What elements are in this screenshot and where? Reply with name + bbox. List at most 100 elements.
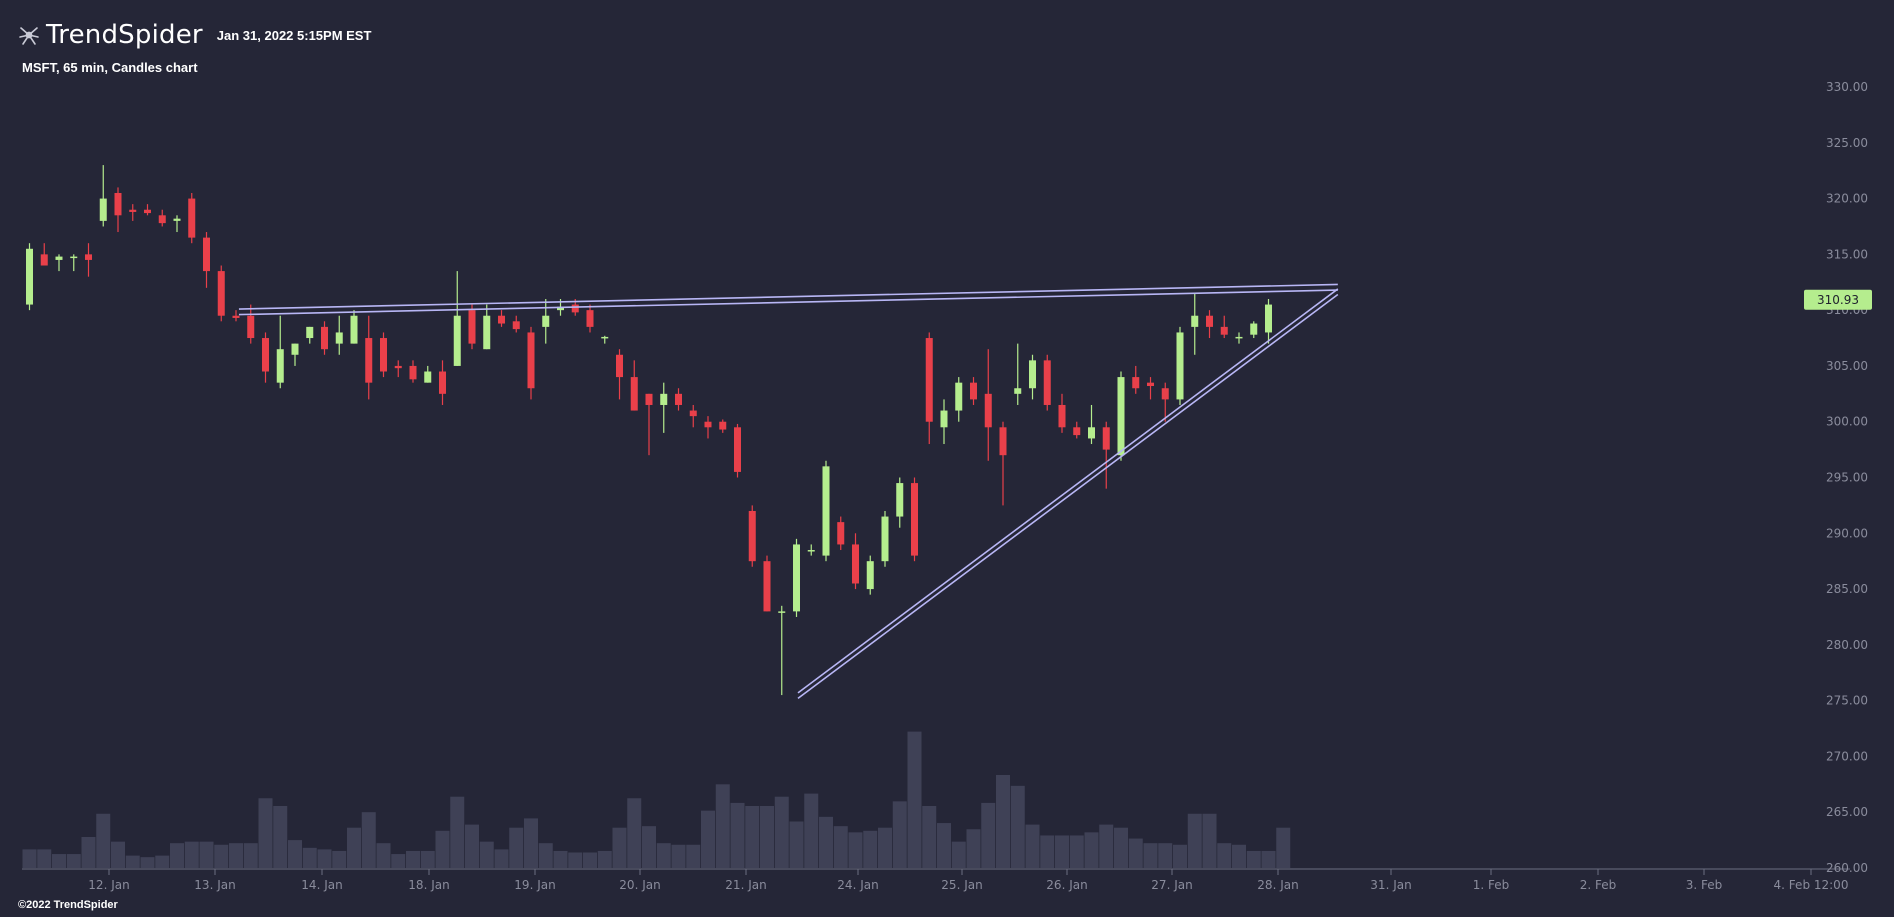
resistance-trendline[interactable] bbox=[238, 283, 1338, 316]
candle-body bbox=[822, 466, 830, 556]
y-tick-label: 325.00 bbox=[1826, 136, 1868, 150]
candle-body bbox=[586, 310, 594, 327]
volume-bar bbox=[509, 827, 524, 868]
volume-bar bbox=[258, 798, 273, 868]
support-trendline[interactable] bbox=[797, 288, 1339, 700]
candle-body bbox=[1161, 388, 1169, 400]
x-tick-label: 14. Jan bbox=[301, 878, 342, 892]
candle-body bbox=[704, 421, 712, 428]
volume-bar bbox=[214, 844, 229, 868]
candle-body bbox=[1088, 427, 1095, 439]
candle bbox=[232, 310, 240, 322]
candle-body bbox=[852, 544, 859, 584]
candle-body bbox=[380, 338, 387, 372]
volume-bar bbox=[1158, 843, 1173, 868]
candle bbox=[837, 516, 845, 551]
candle bbox=[512, 315, 520, 333]
volume-bar bbox=[199, 841, 214, 868]
candle bbox=[468, 304, 476, 350]
volume-bar bbox=[1173, 844, 1187, 868]
candle bbox=[601, 335, 609, 344]
trendline-segment[interactable] bbox=[238, 289, 1338, 316]
candle bbox=[866, 555, 874, 595]
y-tick-label: 300.00 bbox=[1826, 415, 1868, 429]
candle-body bbox=[616, 354, 623, 378]
candle-body bbox=[1132, 377, 1140, 389]
candle-body bbox=[719, 421, 727, 430]
volume-bar bbox=[804, 793, 819, 868]
volume-bar bbox=[1084, 832, 1099, 868]
candle bbox=[158, 209, 166, 227]
candle bbox=[276, 315, 284, 389]
candle-body bbox=[1014, 388, 1022, 394]
candle bbox=[262, 332, 269, 383]
last-price-label: 310.93 bbox=[1817, 293, 1859, 307]
volume-bar bbox=[833, 826, 848, 868]
candle-body bbox=[1191, 315, 1199, 327]
x-tick-label: 2. Feb bbox=[1580, 878, 1617, 892]
volume-bar bbox=[420, 850, 435, 868]
candle bbox=[1088, 404, 1095, 445]
candle-body bbox=[158, 215, 166, 224]
candle bbox=[129, 204, 137, 221]
candle bbox=[453, 271, 461, 366]
volume-bar bbox=[981, 802, 996, 868]
trendline-segment[interactable] bbox=[797, 293, 1339, 700]
candle-body bbox=[970, 382, 977, 400]
candle bbox=[645, 393, 653, 456]
volume-bar bbox=[1025, 824, 1040, 868]
volume-bar bbox=[583, 852, 597, 868]
volume-bar bbox=[1202, 813, 1217, 868]
x-tick-label: 4. Feb 12:00 bbox=[1774, 878, 1849, 892]
candle bbox=[203, 232, 210, 288]
volume-bar bbox=[1114, 827, 1128, 868]
x-tick-label: 12. Jan bbox=[88, 878, 129, 892]
volume-bar bbox=[273, 806, 288, 868]
candle bbox=[1014, 343, 1022, 405]
candle-body bbox=[630, 377, 638, 411]
candle-body bbox=[498, 315, 505, 324]
candle bbox=[321, 321, 328, 355]
x-tick-label: 1. Feb bbox=[1473, 878, 1510, 892]
candle bbox=[439, 360, 446, 405]
y-axis[interactable]: 330.00325.00320.00315.00310.00305.00300.… bbox=[1826, 80, 1868, 875]
candle-body bbox=[955, 382, 963, 411]
candle-body bbox=[1117, 377, 1125, 456]
candle-body bbox=[1265, 304, 1272, 333]
volume-bar bbox=[951, 841, 966, 868]
volume-bar bbox=[863, 830, 878, 868]
candle bbox=[763, 555, 771, 612]
volume-bar bbox=[302, 847, 317, 868]
candle-body bbox=[1206, 315, 1213, 327]
candle bbox=[1235, 332, 1243, 344]
x-tick-label: 26. Jan bbox=[1046, 878, 1087, 892]
candle-body bbox=[262, 338, 269, 372]
trendline-segment[interactable] bbox=[238, 283, 1338, 310]
volume-bar bbox=[347, 827, 361, 868]
volume-bar bbox=[22, 849, 37, 868]
candle-body bbox=[793, 544, 800, 612]
volume-bar bbox=[1143, 843, 1158, 868]
volume-bar bbox=[656, 843, 671, 868]
trendspider-logo-icon bbox=[19, 27, 39, 45]
volume-bar bbox=[1128, 838, 1143, 868]
volume-bar bbox=[848, 832, 863, 868]
y-tick-label: 265.00 bbox=[1826, 805, 1868, 819]
candle-body bbox=[527, 332, 535, 389]
candle-body bbox=[734, 427, 741, 472]
brand-name: TrendSpider bbox=[46, 20, 203, 50]
trendline-segment[interactable] bbox=[797, 288, 1339, 694]
candle bbox=[1147, 377, 1154, 400]
candle-body bbox=[1029, 360, 1036, 389]
candle bbox=[1250, 321, 1258, 339]
candle-body bbox=[55, 256, 63, 260]
x-tick-label: 24. Jan bbox=[837, 878, 878, 892]
candle bbox=[350, 310, 358, 344]
trendlines[interactable] bbox=[238, 283, 1339, 700]
candle-body bbox=[424, 371, 432, 383]
volume-bars bbox=[22, 731, 1291, 868]
candle bbox=[291, 343, 299, 366]
candle-body bbox=[940, 410, 948, 428]
candle-body bbox=[453, 315, 461, 366]
